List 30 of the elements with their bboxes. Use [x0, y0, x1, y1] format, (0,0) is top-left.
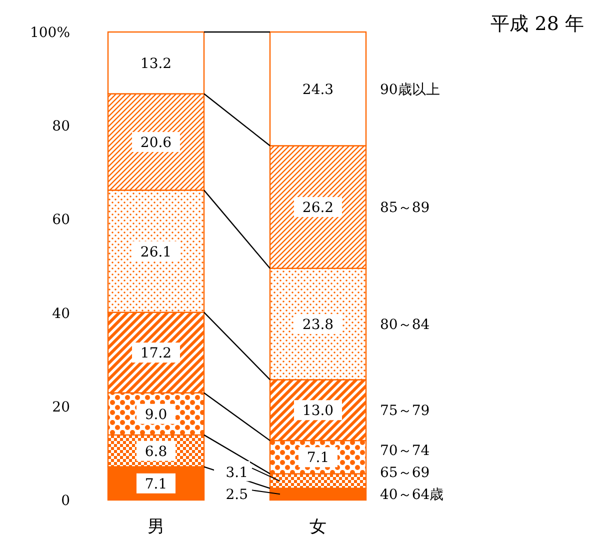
- data-label: 26.2: [302, 200, 334, 216]
- x-tick-label: 女: [310, 517, 326, 537]
- data-label: 7.1: [306, 450, 330, 466]
- series-label: 75～79: [380, 403, 430, 420]
- x-tick-label: 男: [148, 517, 164, 537]
- y-tick-label: 60: [52, 212, 70, 228]
- data-label: 7.1: [144, 476, 168, 492]
- series-label: 85～89: [380, 200, 430, 216]
- data-label: 23.8: [302, 317, 334, 334]
- series-label: 65～69: [380, 465, 430, 482]
- data-label: 24.3: [302, 82, 334, 98]
- data-label: 9.0: [144, 406, 168, 423]
- series-label: 80～84: [380, 317, 430, 334]
- series-label: 70～74: [380, 443, 430, 460]
- y-tick-label: 80: [52, 118, 70, 135]
- data-label: 6.8: [144, 444, 168, 460]
- series-label: 40～64歳: [380, 487, 444, 504]
- data-label: 2.5: [226, 487, 248, 504]
- y-tick-label: 100%: [30, 25, 70, 41]
- data-label: 13.2: [140, 56, 172, 72]
- data-label: 20.6: [140, 134, 172, 151]
- data-label: 17.2: [140, 346, 172, 362]
- y-tick-label: 40: [52, 306, 70, 322]
- data-label: 3.1: [226, 465, 248, 482]
- series-label: 90歳以上: [380, 82, 440, 98]
- y-tick-label: 0: [61, 493, 70, 509]
- data-label: 13.0: [302, 403, 334, 420]
- y-tick-label: 20: [52, 399, 70, 416]
- text: 平成 28 年: [490, 13, 584, 35]
- data-label: 26.1: [140, 244, 172, 260]
